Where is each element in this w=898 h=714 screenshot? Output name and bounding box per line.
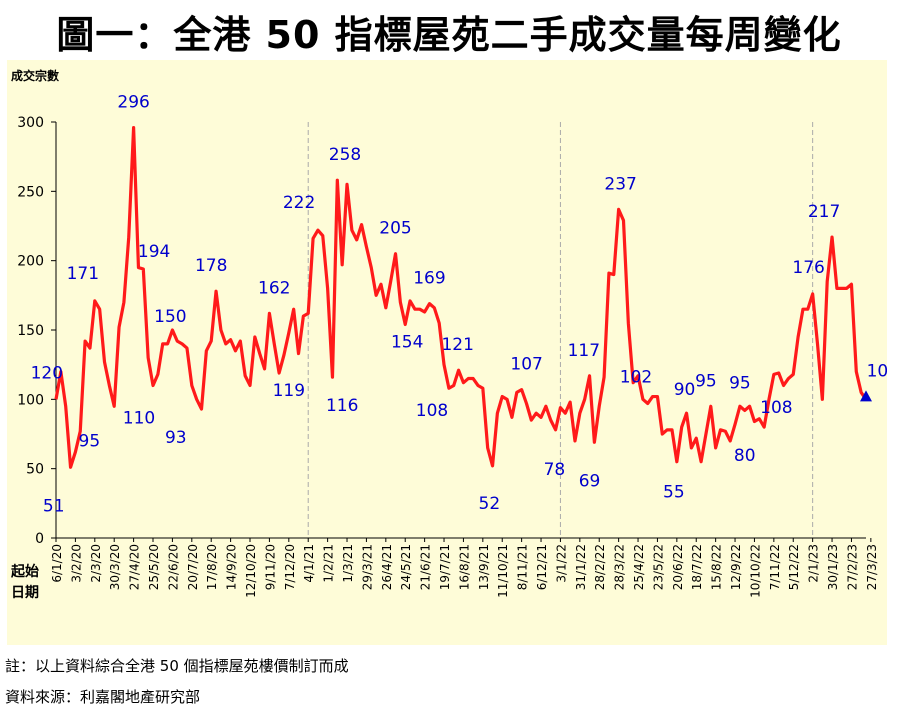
data-label: 296 [117,93,149,113]
x-tick-label: 2/1/23 [807,544,821,583]
x-axis-label: 日期 [11,585,39,601]
x-tick-label: 6/1/20 [50,544,64,583]
x-tick-label: 24/5/21 [399,544,413,590]
data-label: 162 [258,278,290,298]
x-tick-label: 26/4/21 [380,544,394,590]
x-tick-label: 29/3/21 [360,544,374,590]
x-tick-label: 3/1/22 [554,544,568,583]
data-label: 119 [273,381,305,401]
x-tick-label: 19/7/21 [438,544,452,590]
x-tick-label: 23/5/22 [651,544,665,590]
data-label: 69 [579,471,601,491]
y-tick-label: 150 [17,323,44,339]
data-label: 55 [663,483,685,503]
data-label: 258 [329,145,361,165]
data-label: 178 [195,256,227,276]
data-label: 90 [674,380,696,400]
x-tick-label: 20/7/20 [186,544,200,590]
x-tick-label: 9/11/20 [263,544,277,590]
data-label: 52 [479,494,501,514]
y-tick-label: 300 [17,115,44,131]
x-tick-label: 18/7/22 [690,544,704,590]
data-label: 108 [416,401,448,421]
x-tick-label: 3/2/20 [69,544,83,583]
data-label: 105 [867,361,887,381]
data-label: 205 [379,219,411,239]
data-label: 51 [43,496,65,516]
latest-point-marker [860,390,872,402]
x-tick-label: 22/6/20 [166,544,180,590]
data-label: 108 [760,398,792,418]
x-tick-label: 10/10/22 [748,544,762,598]
x-tick-label: 25/4/22 [632,544,646,590]
footnote: 註：以上資料綜合全港 50 個指標屋苑樓價制訂而成 [5,657,349,675]
data-label: 80 [734,446,756,466]
y-tick-label: 200 [17,254,44,270]
x-tick-label: 21/6/21 [419,544,433,590]
data-label: 176 [792,258,824,278]
x-tick-label: 17/8/20 [205,544,219,590]
x-tick-label: 30/1/23 [826,544,840,590]
x-tick-label: 1/2/21 [322,544,336,583]
y-tick-label: 250 [17,184,44,200]
x-tick-label: 1/3/21 [341,544,355,583]
y-tick-label: 50 [26,462,44,478]
chart-panel: 成交宗數 0 50 100 150 200 250 300 6/1/20 3/2/20 2/3/20… [7,60,887,645]
data-label: 121 [441,335,473,355]
y-tick-label: 100 [17,392,44,408]
data-label: 102 [620,368,652,388]
data-label: 78 [544,460,566,480]
x-tick-label: 14/9/20 [225,544,239,590]
x-tick-label: 28/2/22 [593,544,607,590]
x-tick-label: 8/11/21 [516,544,530,590]
data-label: 116 [326,396,358,416]
chart-title: 圖一：全港 50 指標屋苑二手成交量每周變化 [56,13,842,57]
source-note: 資料來源：利嘉閣地產研究部 [5,688,201,706]
x-tick-label: 27/3/23 [865,544,879,590]
data-label: 169 [413,269,445,289]
x-tick-label: 15/8/22 [710,544,724,590]
data-label: 171 [67,264,99,284]
data-label: 95 [695,371,717,391]
line-chart: 成交宗數 0 50 100 150 200 250 300 6/1/20 3/2/20 2/3/20… [10,68,887,601]
data-label: 107 [510,355,542,375]
x-axis-label: 起始 [10,563,39,580]
data-label: 120 [31,364,63,384]
x-tick-label: 16/8/21 [457,544,471,590]
x-tick-label: 31/1/22 [574,544,588,590]
data-label: 95 [79,431,101,451]
x-tick-label: 12/9/22 [729,544,743,590]
data-label: 93 [165,428,187,448]
x-tick-label: 4/1/21 [302,544,316,583]
x-tick-label: 5/12/22 [787,544,801,590]
data-label: 217 [808,202,840,222]
x-tick-label: 27/4/20 [128,544,142,590]
data-label: 95 [729,373,751,393]
data-label: 117 [568,341,600,361]
x-tick-label: 30/3/20 [108,544,122,590]
x-tick-label: 11/10/21 [496,544,510,598]
x-tick-label: 28/3/22 [613,544,627,590]
y-axis-label: 成交宗數 [11,68,59,83]
x-tick-label: 6/12/21 [535,544,549,590]
x-tick-label: 12/10/20 [244,544,258,598]
x-tick-label: 7/12/20 [283,544,297,590]
data-label: 194 [138,242,170,262]
data-label: 154 [391,332,423,352]
y-tick-label: 0 [35,531,44,547]
x-tick-label: 2/3/20 [89,544,103,583]
data-label: 150 [154,307,186,327]
series-line [54,125,868,469]
data-label: 237 [604,174,636,194]
x-tick-label: 25/5/20 [147,544,161,590]
data-label: 222 [283,193,315,213]
x-tick-label: 7/11/22 [768,544,782,590]
x-tick-label: 20/6/22 [671,544,685,590]
x-tick-label: 27/2/23 [845,544,859,590]
x-tick-label: 13/9/21 [477,544,491,590]
data-label: 110 [123,408,155,428]
